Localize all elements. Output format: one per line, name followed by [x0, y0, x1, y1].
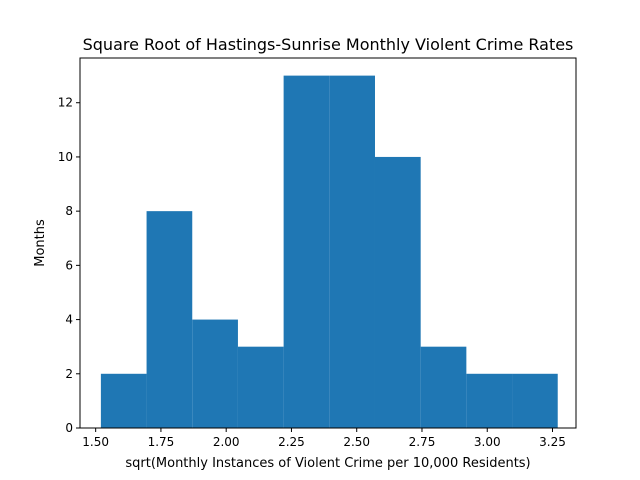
bars-group: [100, 75, 558, 428]
x-tick-label: 2.75: [409, 435, 436, 449]
x-axis-label: sqrt(Monthly Instances of Violent Crime …: [125, 456, 530, 471]
chart-title: Square Root of Hastings-Sunrise Monthly …: [83, 35, 574, 54]
histogram-bar: [420, 346, 467, 428]
x-tick-label: 3.25: [539, 435, 566, 449]
x-tick-label: 2.25: [278, 435, 305, 449]
histogram-bar: [237, 346, 284, 428]
x-tick-label: 2.00: [213, 435, 240, 449]
plot-frame: [79, 57, 577, 429]
y-tick-label: 4: [65, 313, 73, 327]
y-tick-label: 12: [58, 96, 73, 110]
y-tick-label: 0: [65, 421, 73, 435]
y-axis-label: Months: [33, 219, 48, 267]
y-tick-label: 2: [65, 367, 73, 381]
x-tick-label: 3.00: [474, 435, 501, 449]
x-tick-label: 2.50: [343, 435, 370, 449]
histogram-bar: [329, 75, 375, 428]
histogram-bar: [512, 373, 558, 428]
histogram-bar: [100, 373, 147, 428]
y-tick-label: 8: [65, 204, 73, 218]
histogram-bar: [192, 319, 238, 428]
y-tick-label: 6: [65, 258, 73, 272]
histogram-bar: [283, 75, 330, 428]
y-tick-label: 10: [58, 150, 73, 164]
y-ticks: 0 2 4 6 8 10 12: [58, 96, 80, 435]
x-ticks: 1.50 1.75 2.00 2.25 2.50 2.75 3.00 3.25: [82, 428, 566, 449]
histogram-bar: [146, 211, 193, 428]
x-tick-label: 1.75: [148, 435, 175, 449]
histogram-bar: [374, 156, 421, 428]
x-tick-label: 1.50: [82, 435, 109, 449]
histogram-bar: [466, 373, 513, 428]
